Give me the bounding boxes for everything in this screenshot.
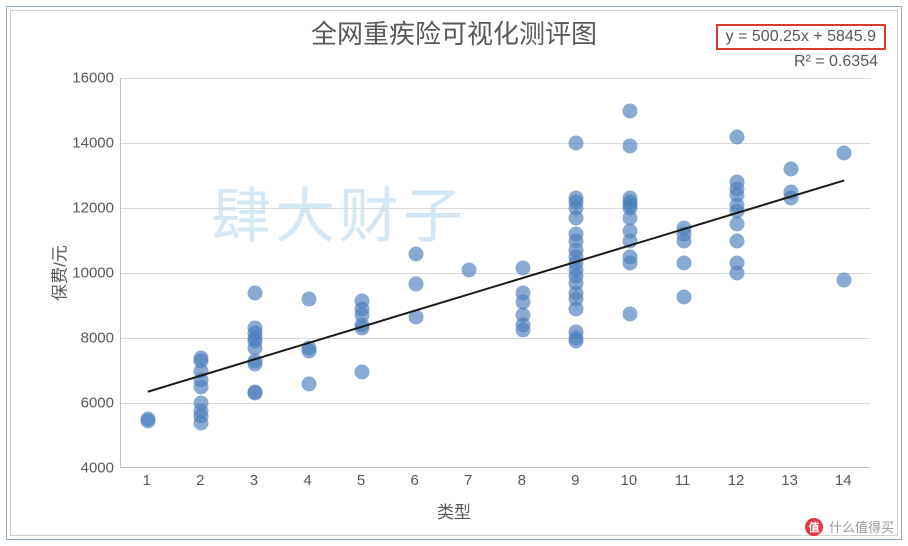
- plot-area: 肆大财子: [120, 78, 870, 468]
- x-tick: 10: [621, 472, 638, 489]
- data-point: [622, 103, 637, 118]
- y-tick: 12000: [54, 200, 114, 217]
- gridline: [121, 78, 870, 79]
- data-point: [355, 293, 370, 308]
- data-point: [730, 175, 745, 190]
- data-point: [515, 308, 530, 323]
- data-point: [408, 246, 423, 261]
- gridline: [121, 273, 870, 274]
- data-point: [622, 139, 637, 154]
- y-tick: 14000: [54, 135, 114, 152]
- y-tick: 4000: [54, 460, 114, 477]
- gridline: [121, 208, 870, 209]
- x-tick: 2: [196, 472, 204, 489]
- brand-icon: 值: [805, 518, 823, 536]
- data-point: [247, 321, 262, 336]
- data-point: [730, 129, 745, 144]
- x-tick: 4: [303, 472, 311, 489]
- data-point: [247, 285, 262, 300]
- watermark-text: 肆大财子: [211, 168, 467, 255]
- gridline: [121, 338, 870, 339]
- x-tick: 1: [143, 472, 151, 489]
- y-tick: 6000: [54, 395, 114, 412]
- data-point: [569, 227, 584, 242]
- data-point: [462, 262, 477, 277]
- x-tick: 12: [728, 472, 745, 489]
- data-point: [247, 384, 262, 399]
- y-tick: 10000: [54, 265, 114, 282]
- brand-badge: 值 什么值得买: [805, 517, 894, 536]
- trendline-equation: y = 500.25x + 5845.9: [716, 24, 886, 50]
- r-squared: R² = 0.6354: [794, 53, 878, 71]
- y-tick: 16000: [54, 70, 114, 87]
- brand-label: 什么值得买: [829, 517, 894, 536]
- data-point: [515, 261, 530, 276]
- gridline: [121, 403, 870, 404]
- x-tick: 8: [518, 472, 526, 489]
- x-tick: 3: [250, 472, 258, 489]
- data-point: [194, 350, 209, 365]
- x-tick: 5: [357, 472, 365, 489]
- data-point: [569, 191, 584, 206]
- data-point: [622, 249, 637, 264]
- gridline: [121, 143, 870, 144]
- data-point: [622, 306, 637, 321]
- data-point: [569, 324, 584, 339]
- data-point: [730, 217, 745, 232]
- x-tick: 9: [571, 472, 579, 489]
- x-tick: 7: [464, 472, 472, 489]
- data-point: [408, 309, 423, 324]
- data-point: [837, 145, 852, 160]
- data-point: [676, 290, 691, 305]
- data-point: [783, 184, 798, 199]
- data-point: [355, 365, 370, 380]
- x-tick: 13: [781, 472, 798, 489]
- data-point: [730, 256, 745, 271]
- data-point: [676, 220, 691, 235]
- data-point: [676, 256, 691, 271]
- data-point: [622, 191, 637, 206]
- data-point: [140, 413, 155, 428]
- data-point: [408, 277, 423, 292]
- data-point: [515, 285, 530, 300]
- data-point: [301, 292, 316, 307]
- x-tick: 11: [675, 472, 691, 489]
- data-point: [301, 376, 316, 391]
- data-point: [247, 353, 262, 368]
- data-point: [622, 223, 637, 238]
- data-point: [730, 233, 745, 248]
- data-point: [301, 340, 316, 355]
- y-tick: 8000: [54, 330, 114, 347]
- x-tick: 6: [410, 472, 418, 489]
- data-point: [783, 162, 798, 177]
- data-point: [569, 136, 584, 151]
- data-point: [194, 396, 209, 411]
- x-tick: 14: [835, 472, 852, 489]
- data-point: [837, 272, 852, 287]
- x-axis-label: 类型: [0, 498, 908, 523]
